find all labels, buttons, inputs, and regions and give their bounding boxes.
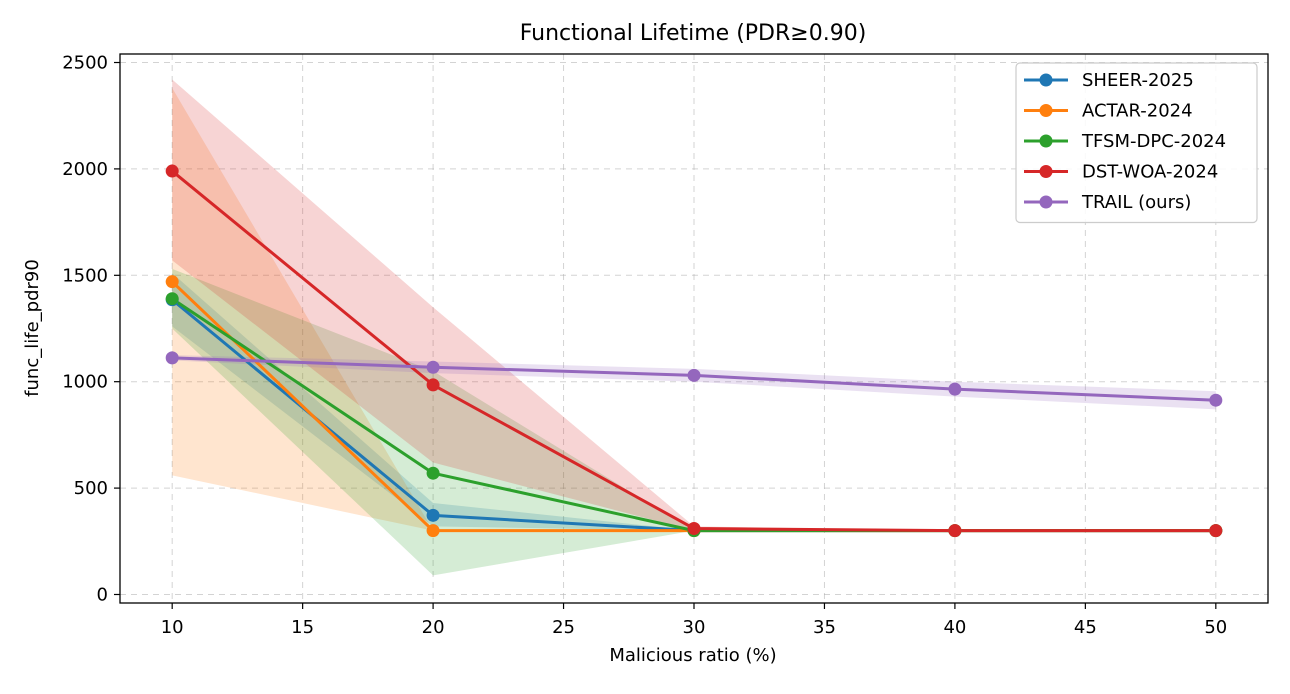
x-tick-label: 20 bbox=[422, 617, 445, 638]
x-tick-label: 30 bbox=[683, 617, 706, 638]
y-tick-label: 0 bbox=[97, 584, 108, 605]
x-tick-label: 40 bbox=[943, 617, 966, 638]
data-point bbox=[687, 368, 701, 382]
y-axis-label: func_life_pdr90 bbox=[22, 259, 43, 397]
band-3 bbox=[172, 79, 1216, 531]
data-point bbox=[165, 275, 179, 289]
x-tick-label: 50 bbox=[1204, 617, 1227, 638]
legend-label: DST-WOA-2024 bbox=[1082, 162, 1218, 183]
data-point bbox=[426, 378, 440, 392]
legend: SHEER-2025 ACTAR-2024 TFSM-DPC-2024 DST-WOA… bbox=[1015, 62, 1258, 224]
data-point bbox=[948, 524, 962, 538]
x-tick-label: 15 bbox=[291, 617, 314, 638]
data-point bbox=[1209, 524, 1223, 538]
chart-title: Functional Lifetime (PDR≥0.90) bbox=[520, 21, 867, 46]
data-point bbox=[426, 466, 440, 480]
data-point bbox=[687, 522, 701, 536]
y-tick-label: 2000 bbox=[62, 159, 108, 180]
legend-label: ACTAR-2024 bbox=[1082, 101, 1193, 122]
legend-label: TFSM-DPC-2024 bbox=[1081, 131, 1226, 152]
data-point bbox=[165, 351, 179, 365]
data-point bbox=[948, 382, 962, 396]
data-point bbox=[426, 360, 440, 374]
x-axis-label: Malicious ratio (%) bbox=[609, 645, 776, 666]
data-point bbox=[1209, 393, 1223, 407]
series-points bbox=[165, 164, 1223, 538]
legend-label: SHEER-2025 bbox=[1082, 70, 1194, 91]
data-point bbox=[165, 164, 179, 178]
legend-label: TRAIL (ours) bbox=[1081, 192, 1191, 213]
x-tick-label: 25 bbox=[552, 617, 575, 638]
legend-marker bbox=[1039, 73, 1053, 87]
legend-box bbox=[1015, 62, 1258, 224]
legend-marker bbox=[1039, 104, 1053, 117]
data-point bbox=[426, 508, 440, 522]
legend-marker bbox=[1039, 165, 1053, 178]
legend-marker bbox=[1039, 195, 1053, 209]
legend-marker bbox=[1039, 134, 1053, 148]
x-tick-label: 45 bbox=[1074, 617, 1097, 638]
x-axis: 10 15 20 25 30 35 40 45 50 bbox=[161, 603, 1227, 638]
band-2 bbox=[172, 268, 1216, 576]
band-1 bbox=[172, 88, 1216, 531]
y-tick-label: 1000 bbox=[62, 372, 108, 393]
y-tick-label: 1500 bbox=[62, 265, 108, 286]
x-tick-label: 10 bbox=[161, 617, 184, 638]
y-tick-label: 500 bbox=[74, 478, 108, 499]
data-point bbox=[165, 292, 179, 306]
data-point bbox=[426, 524, 440, 538]
y-axis: 0 500 1000 1500 2000 2500 bbox=[62, 53, 120, 605]
x-tick-label: 35 bbox=[813, 617, 836, 638]
y-tick-label: 2500 bbox=[62, 53, 108, 74]
